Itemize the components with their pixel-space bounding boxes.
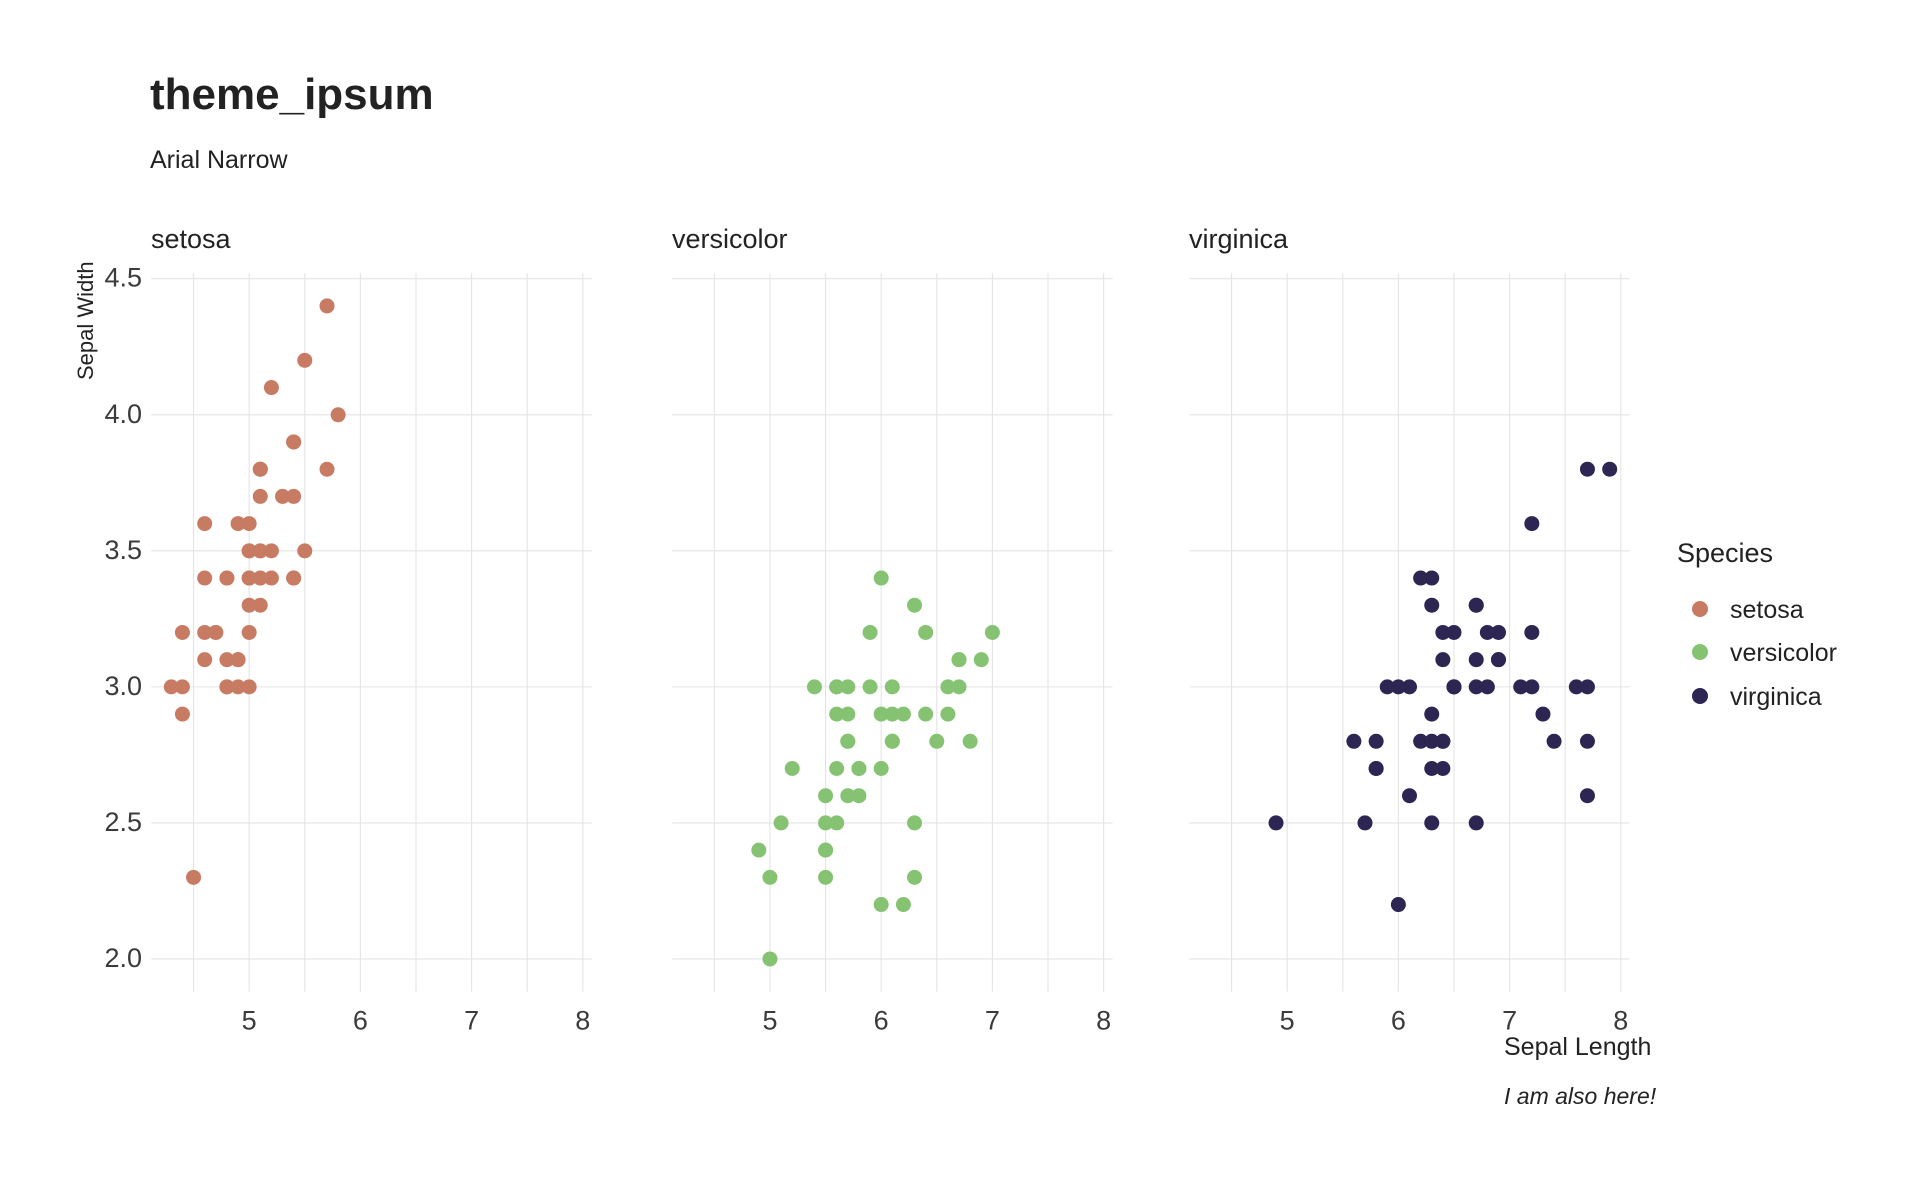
svg-text:5: 5 <box>242 1006 257 1036</box>
svg-text:3.5: 3.5 <box>104 535 142 565</box>
svg-text:6: 6 <box>874 1006 889 1036</box>
svg-text:4.5: 4.5 <box>104 263 142 293</box>
svg-text:8: 8 <box>575 1006 590 1036</box>
svg-text:5: 5 <box>762 1006 777 1036</box>
svg-text:7: 7 <box>985 1006 1000 1036</box>
svg-text:7: 7 <box>464 1006 479 1036</box>
svg-text:2.5: 2.5 <box>104 807 142 837</box>
svg-text:8: 8 <box>1096 1006 1111 1036</box>
svg-text:4.0: 4.0 <box>104 399 142 429</box>
svg-text:6: 6 <box>1391 1006 1406 1036</box>
svg-text:2.0: 2.0 <box>104 943 142 973</box>
svg-text:8: 8 <box>1613 1006 1628 1036</box>
svg-text:7: 7 <box>1502 1006 1517 1036</box>
svg-text:5: 5 <box>1280 1006 1295 1036</box>
svg-text:3.0: 3.0 <box>104 671 142 701</box>
svg-text:6: 6 <box>353 1006 368 1036</box>
